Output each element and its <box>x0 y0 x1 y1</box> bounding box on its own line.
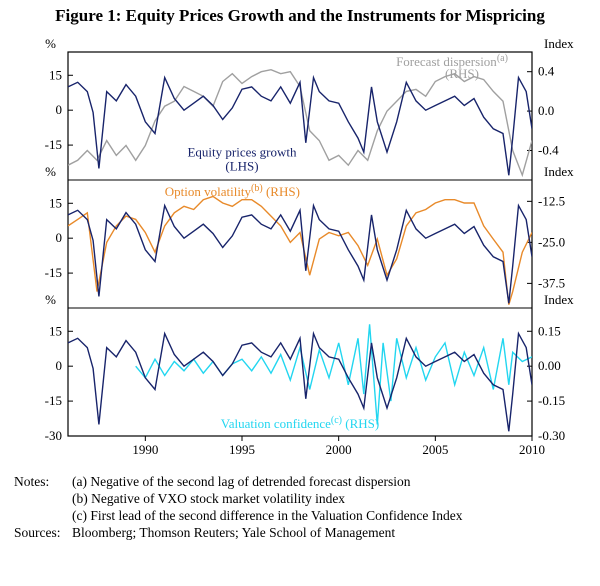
svg-text:-15: -15 <box>45 265 62 280</box>
svg-text:%: % <box>45 36 56 51</box>
svg-text:-37.5: -37.5 <box>538 275 565 290</box>
svg-text:Index: Index <box>544 292 574 307</box>
svg-text:-30: -30 <box>45 428 62 443</box>
svg-text:1990: 1990 <box>132 442 158 457</box>
svg-text:Index: Index <box>544 164 574 179</box>
svg-text:0.15: 0.15 <box>538 323 561 338</box>
svg-text:Forecast dispersion(a)(RHS): Forecast dispersion(a)(RHS) <box>396 53 508 81</box>
svg-text:-15: -15 <box>45 393 62 408</box>
svg-text:Index: Index <box>544 36 574 51</box>
note-c: (c) First lead of the second difference … <box>72 508 590 525</box>
svg-text:1995: 1995 <box>229 442 255 457</box>
chart-svg: %%% Index Index Index -15 0 15 -15 0 15 -30 -15 0 15 -… <box>10 28 590 468</box>
svg-text:-15: -15 <box>45 137 62 152</box>
svg-text:-0.15: -0.15 <box>538 393 565 408</box>
svg-text:-0.30: -0.30 <box>538 428 565 443</box>
svg-text:Option volatility(b) (RHS): Option volatility(b) (RHS) <box>165 183 300 199</box>
svg-text:%: % <box>45 292 56 307</box>
svg-text:0: 0 <box>56 230 63 245</box>
note-b: (b) Negative of VXO stock market volatil… <box>72 491 590 508</box>
svg-text:Equity prices growth(LHS): Equity prices growth(LHS) <box>187 145 297 174</box>
footnotes: Notes: (a) Negative of the second lag of… <box>14 474 590 542</box>
notes-label: Notes: <box>14 474 72 525</box>
svg-text:0.4: 0.4 <box>538 64 555 79</box>
sources-label: Sources: <box>14 525 72 542</box>
figure-title: Figure 1: Equity Prices Growth and the I… <box>10 6 590 26</box>
svg-text:2010: 2010 <box>519 442 545 457</box>
sources-text: Bloomberg; Thomson Reuters; Yale School … <box>72 525 590 542</box>
svg-text:0: 0 <box>56 358 63 373</box>
svg-text:0: 0 <box>56 102 63 117</box>
svg-text:15: 15 <box>49 67 62 82</box>
svg-text:-12.5: -12.5 <box>538 193 565 208</box>
svg-text:2000: 2000 <box>326 442 352 457</box>
svg-text:-0.4: -0.4 <box>538 142 559 157</box>
svg-text:15: 15 <box>49 195 62 210</box>
svg-text:Valuation confidence(c) (RHS): Valuation confidence(c) (RHS) <box>221 415 379 431</box>
svg-text:0.00: 0.00 <box>538 358 561 373</box>
note-a: (a) Negative of the second lag of detren… <box>72 474 590 491</box>
chart-container: %%% Index Index Index -15 0 15 -15 0 15 -30 -15 0 15 -… <box>10 28 590 468</box>
svg-text:-25.0: -25.0 <box>538 234 565 249</box>
svg-text:15: 15 <box>49 323 62 338</box>
svg-text:2005: 2005 <box>422 442 448 457</box>
svg-text:%: % <box>45 164 56 179</box>
svg-text:0.0: 0.0 <box>538 103 554 118</box>
